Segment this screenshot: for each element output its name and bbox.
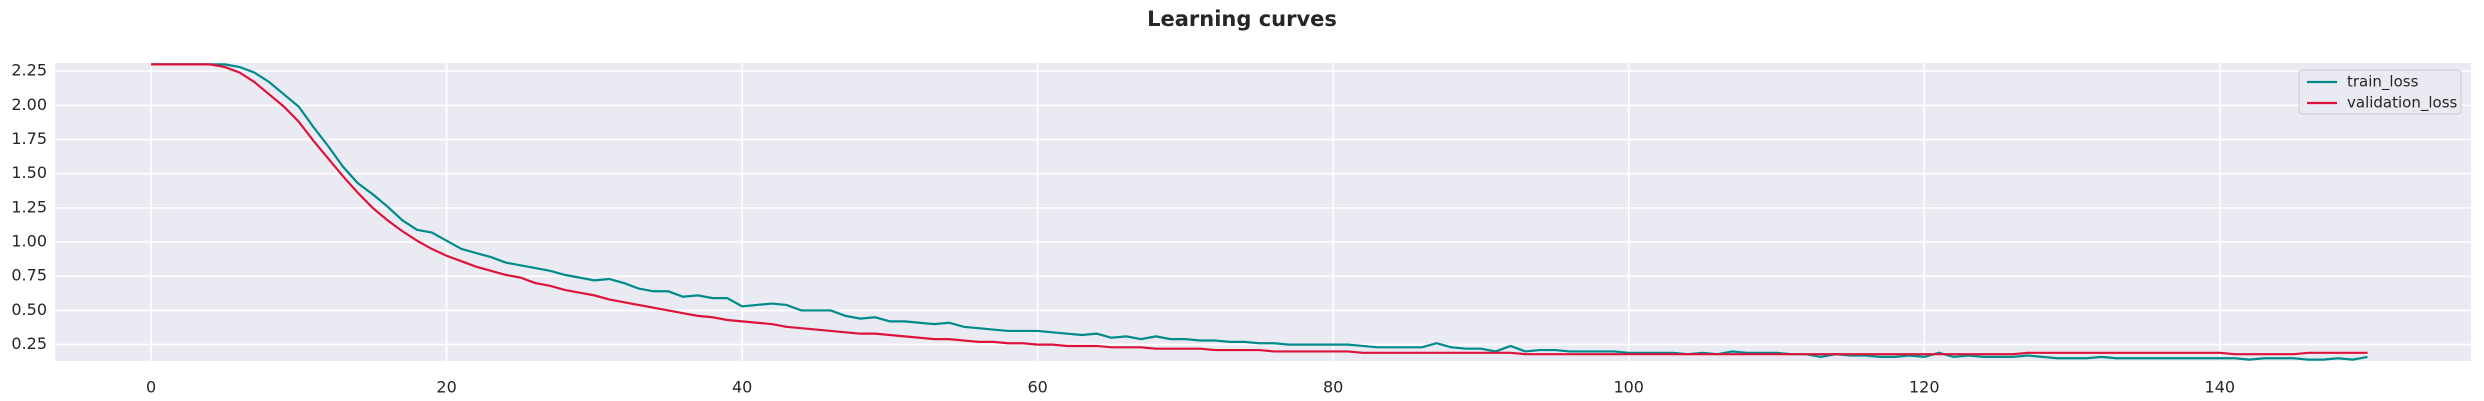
lines — [151, 63, 2368, 361]
x-tick-label: 100 — [1613, 378, 1644, 397]
legend-box — [2298, 69, 2462, 115]
x-tick-label: 20 — [436, 378, 456, 397]
x-tick-label: 0 — [146, 378, 156, 397]
y-tick-label: 2.00 — [11, 95, 47, 114]
y-tick-label: 1.00 — [11, 232, 47, 251]
x-tick-label: 80 — [1323, 378, 1343, 397]
y-tick-label: 1.25 — [11, 197, 47, 216]
legend-label: validation_loss — [2347, 94, 2458, 113]
series-line — [151, 63, 2368, 356]
y-tick-label: 1.75 — [11, 129, 47, 148]
x-tick-label: 140 — [2205, 378, 2236, 397]
y-tick-label: 1.50 — [11, 163, 47, 182]
y-tick-label: 2.25 — [11, 61, 47, 80]
y-tick-label: 0.25 — [11, 334, 47, 353]
plot-area — [55, 63, 2471, 361]
x-tick-label: 120 — [1909, 378, 1940, 397]
legend-label: train_loss — [2347, 73, 2419, 92]
x-tick-label: 40 — [732, 378, 752, 397]
x-tick-label: 60 — [1027, 378, 1047, 397]
series-line — [151, 63, 2368, 361]
y-tick-label: 0.50 — [11, 300, 47, 319]
y-tick-label: 0.75 — [11, 266, 47, 285]
chart-title: Learning curves — [1147, 7, 1337, 31]
